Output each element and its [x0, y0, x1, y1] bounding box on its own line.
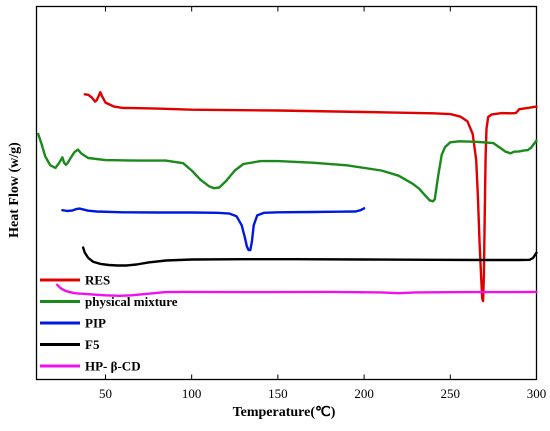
x-tick-label: 300: [527, 386, 547, 401]
x-tick-label: 50: [99, 386, 112, 401]
x-axis-title: Temperature(℃): [233, 405, 336, 420]
x-tick-label: 250: [441, 386, 461, 401]
series-line-res: [83, 91, 538, 303]
x-axis-ticks: 50 100 150 200 250 300: [99, 6, 547, 401]
series-layer: [37, 91, 538, 303]
series-line-pip: [61, 207, 366, 252]
series-line-physical-mixture: [37, 132, 538, 203]
legend-label-f5: F5: [85, 337, 100, 352]
legend: RES physical mixture PIP F5 HP- β-CD: [40, 273, 178, 374]
legend-label-physical-mixture: physical mixture: [85, 294, 178, 309]
y-axis-title: Heat Flow (w/g): [7, 142, 22, 238]
plot-frame: [35, 5, 538, 381]
x-tick-label: 200: [354, 386, 374, 401]
legend-label-hp-cd: HP- β-CD: [85, 359, 141, 374]
x-tick-label: 100: [182, 386, 202, 401]
legend-label-res: RES: [85, 273, 110, 288]
legend-label-pip: PIP: [85, 316, 106, 331]
series-line-f5: [81, 246, 538, 267]
x-tick-label: 150: [268, 386, 288, 401]
series-line-hp-cd: [56, 283, 538, 297]
